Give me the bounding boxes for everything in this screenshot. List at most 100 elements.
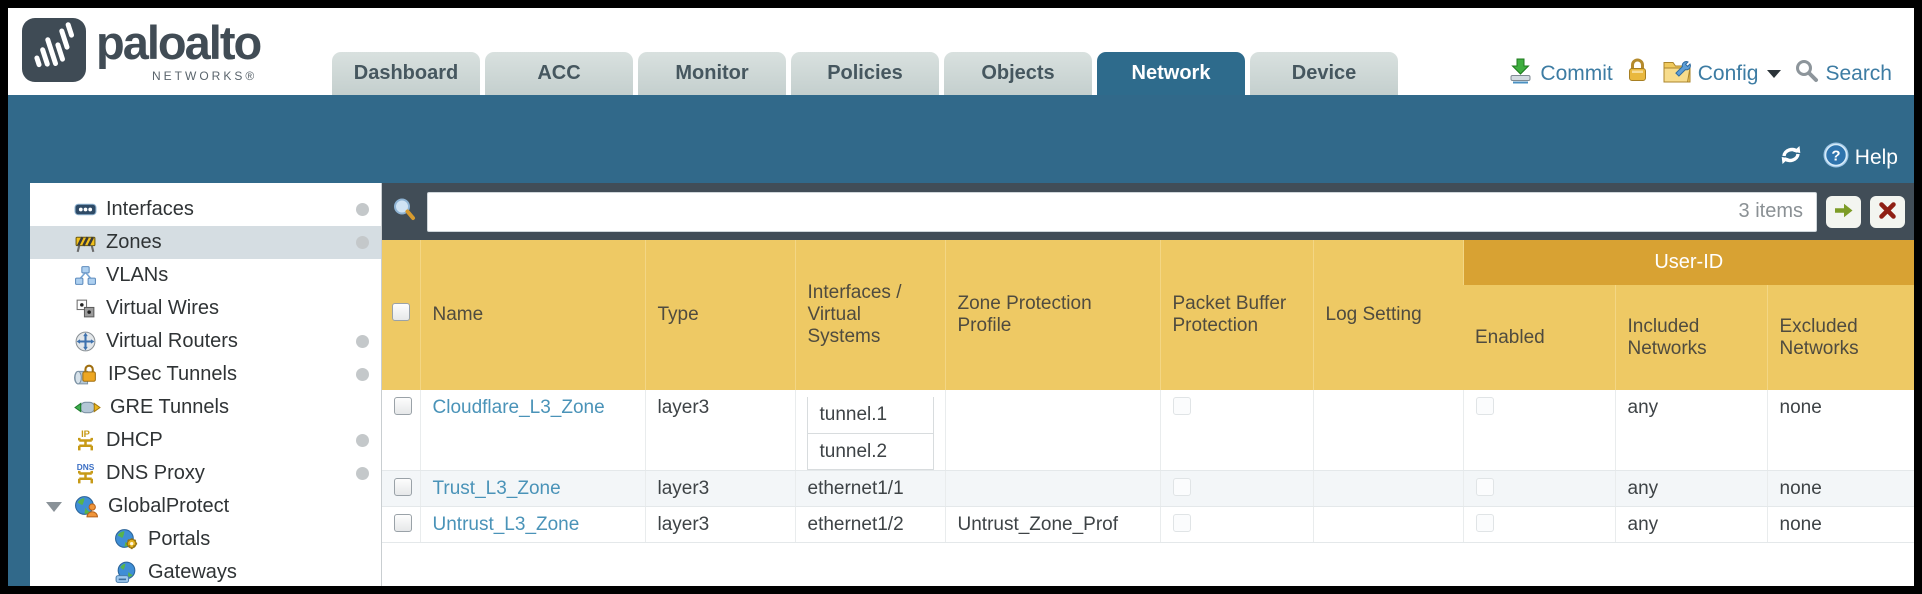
zone-type-cell: layer3	[644, 390, 795, 471]
tab-objects[interactable]: Objects	[944, 52, 1092, 95]
top-bar: paloalto NETWORKS® Dashboard ACC Monitor Po…	[8, 8, 1914, 95]
user-id-group-header: User-ID	[1462, 240, 1915, 285]
globalprotect-icon	[74, 495, 99, 518]
log-setting-cell	[1312, 506, 1463, 543]
status-dot	[356, 335, 369, 348]
packet-buffer-protection-cell	[1159, 506, 1313, 543]
filter-input[interactable]	[427, 191, 1817, 232]
included-networks-cell: any	[1614, 470, 1767, 507]
zones-icon	[74, 231, 97, 254]
zone-row: Trust_L3_Zone layer3 ethernet1/1 any none	[382, 470, 1915, 507]
expand-triangle-icon[interactable]	[46, 501, 62, 512]
filter-bar: 3 items	[382, 183, 1914, 240]
packet-buffer-protection-cell	[1159, 390, 1313, 471]
row-select-cell	[382, 390, 420, 471]
row-select-cell	[382, 470, 420, 507]
sidebar-item-vlans[interactable]: VLANs	[30, 259, 381, 292]
status-dot	[356, 434, 369, 447]
packet-buffer-checkbox	[1172, 478, 1191, 496]
svg-text:?: ?	[1831, 148, 1840, 165]
tab-monitor[interactable]: Monitor	[638, 52, 786, 95]
packet-buffer-checkbox	[1172, 514, 1191, 532]
portals-icon	[114, 528, 139, 551]
tab-network[interactable]: Network	[1097, 52, 1245, 95]
sidebar-item-label: Zones	[106, 231, 162, 253]
sidebar-item-portals[interactable]: Portals	[30, 523, 381, 556]
sidebar-item-globalprotect[interactable]: GlobalProtect	[30, 490, 381, 523]
interface-entry: tunnel.2	[806, 433, 934, 470]
help-button[interactable]: ? Help	[1822, 141, 1898, 175]
packet-buffer-checkbox	[1172, 397, 1191, 415]
column-header-type[interactable]: Type	[644, 240, 795, 390]
clear-filter-button[interactable]	[1870, 195, 1905, 228]
sidebar-item-gateways[interactable]: Gateways	[30, 556, 381, 586]
included-networks-cell: any	[1614, 506, 1767, 543]
sidebar-item-gre-tunnels[interactable]: GRE Tunnels	[30, 391, 381, 424]
column-header-log-setting[interactable]: Log Setting	[1312, 240, 1463, 390]
row-select-checkbox[interactable]	[394, 397, 412, 415]
green-arrow-icon	[1833, 202, 1854, 222]
sidebar-item-dns-proxy[interactable]: DNS DNS Proxy	[30, 457, 381, 490]
left-margin-strip	[8, 183, 30, 586]
status-dot	[356, 368, 369, 381]
zone-name-link[interactable]: Cloudflare_L3_Zone	[432, 397, 605, 418]
tab-policies[interactable]: Policies	[791, 52, 939, 95]
sidebar-item-dhcp[interactable]: IP DHCP	[30, 424, 381, 457]
refresh-icon[interactable]	[1776, 142, 1806, 174]
zone-name-link[interactable]: Trust_L3_Zone	[432, 478, 561, 499]
dhcp-icon: IP	[74, 428, 97, 453]
red-x-icon	[1878, 201, 1897, 223]
commit-button[interactable]: Commit	[1507, 57, 1613, 90]
dns-proxy-icon: DNS	[74, 461, 97, 486]
lock-icon[interactable]	[1626, 57, 1649, 90]
network-sidebar: Interfaces Zones VLANs Virtual Wires Virtual…	[30, 183, 382, 586]
sidebar-item-virtual-routers[interactable]: Virtual Routers	[30, 325, 381, 358]
status-dot	[356, 467, 369, 480]
sidebar-item-label: Virtual Wires	[106, 297, 219, 319]
select-all-checkbox[interactable]	[391, 303, 410, 321]
user-id-enabled-cell	[1462, 506, 1615, 543]
interface-entry: tunnel.1	[806, 397, 934, 434]
row-select-checkbox[interactable]	[394, 478, 412, 496]
sidebar-item-ipsec-tunnels[interactable]: IPSec Tunnels	[30, 358, 381, 391]
zone-interfaces-cell: ethernet1/2	[794, 506, 945, 543]
column-header-interfaces[interactable]: Interfaces / Virtual Systems	[794, 240, 945, 390]
paloalto-logo-icon	[22, 18, 86, 82]
apply-filter-button[interactable]	[1826, 195, 1861, 228]
column-header-packet-buffer-protection[interactable]: Packet Buffer Protection	[1159, 240, 1313, 390]
help-label: Help	[1854, 146, 1898, 169]
config-dropdown[interactable]: Config	[1662, 58, 1782, 90]
column-header-zone-protection-profile[interactable]: Zone Protection Profile	[944, 240, 1160, 390]
tab-device[interactable]: Device	[1250, 52, 1398, 95]
tab-dashboard[interactable]: Dashboard	[332, 52, 480, 95]
column-header-name[interactable]: Name	[419, 240, 645, 390]
zone-protection-profile-cell	[944, 390, 1160, 471]
paloalto-logo: paloalto NETWORKS®	[22, 18, 262, 83]
search-icon	[1794, 58, 1819, 89]
sidebar-item-label: Interfaces	[106, 198, 194, 220]
caret-down-icon	[1767, 69, 1782, 78]
excluded-networks-cell: none	[1766, 506, 1915, 543]
column-header-excluded-networks[interactable]: Excluded Networks	[1766, 285, 1915, 390]
sidebar-item-label: IPSec Tunnels	[108, 363, 237, 385]
sidebar-item-label: Gateways	[148, 561, 237, 583]
zone-type-cell: layer3	[644, 506, 795, 543]
zone-row: Cloudflare_L3_Zone layer3 tunnel.1 tunnel.2…	[382, 390, 1915, 471]
sidebar-item-label: DHCP	[106, 429, 163, 451]
column-header-included-networks[interactable]: Included Networks	[1614, 285, 1767, 390]
log-setting-cell	[1312, 390, 1463, 471]
search-button[interactable]: Search	[1794, 58, 1892, 89]
zone-name-link[interactable]: Untrust_L3_Zone	[432, 514, 580, 535]
sidebar-item-interfaces[interactable]: Interfaces	[30, 193, 381, 226]
column-header-enabled[interactable]: Enabled	[1463, 285, 1615, 390]
user-id-enabled-cell	[1462, 390, 1615, 471]
row-select-checkbox[interactable]	[394, 514, 412, 532]
sidebar-item-virtual-wires[interactable]: Virtual Wires	[30, 292, 381, 325]
excluded-networks-cell: none	[1766, 390, 1915, 471]
zone-row: Untrust_L3_Zone layer3 ethernet1/2 Untrust_…	[382, 506, 1915, 543]
tab-acc[interactable]: ACC	[485, 52, 633, 95]
virtual-routers-icon	[74, 330, 97, 353]
user-id-enabled-checkbox	[1475, 514, 1494, 532]
sidebar-item-zones[interactable]: Zones	[30, 226, 381, 259]
sidebar-item-label: GlobalProtect	[108, 495, 230, 517]
